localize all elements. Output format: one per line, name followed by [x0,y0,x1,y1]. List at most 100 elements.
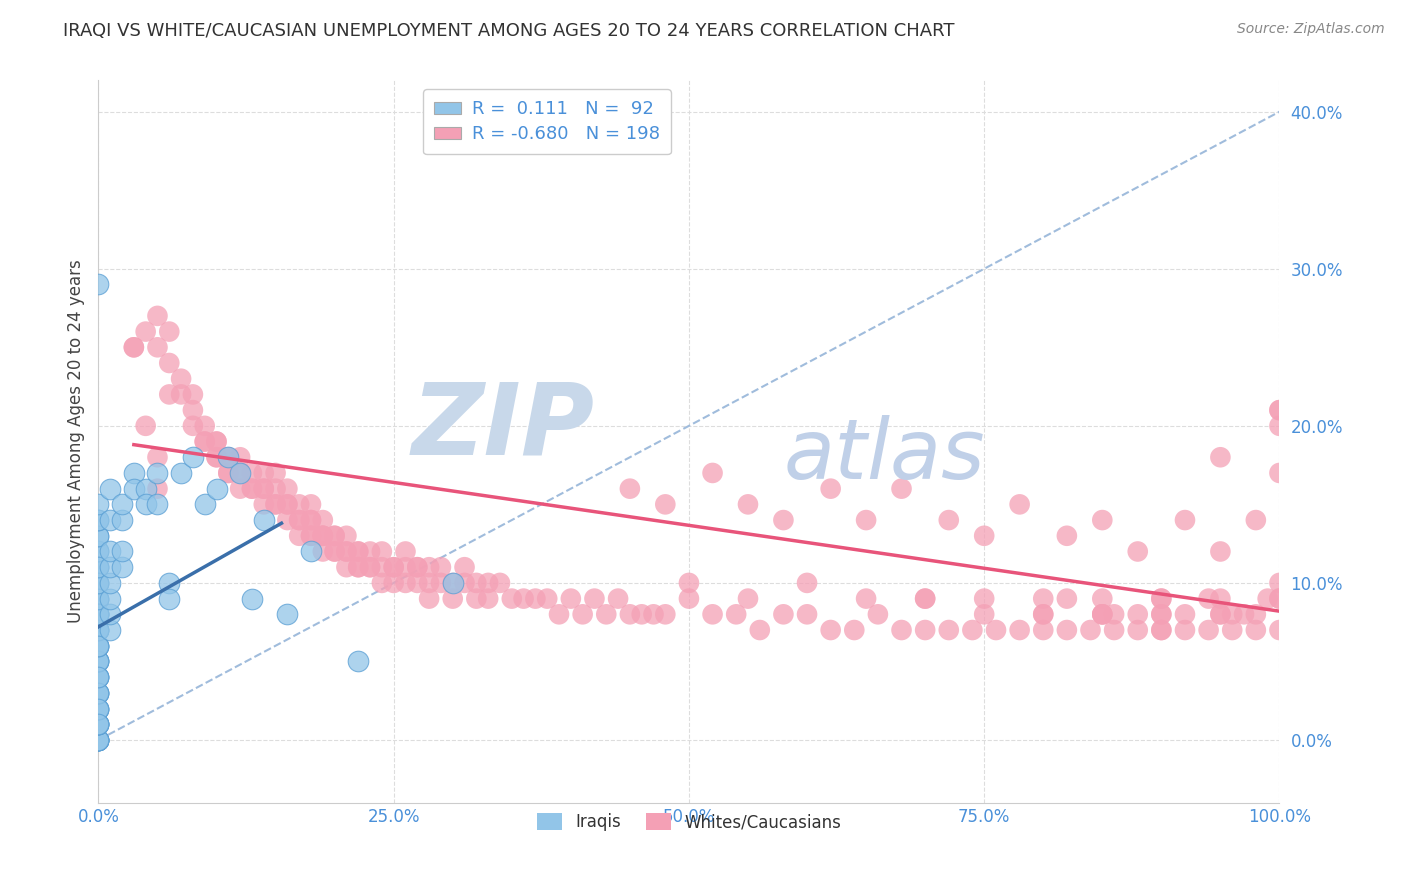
Point [583,591,606,606]
Point [465,591,488,606]
Point [217,466,239,480]
Point [524,591,547,606]
Point [87,560,110,574]
Point [1174,623,1197,637]
Point [205,434,228,449]
Point [1091,513,1114,527]
Point [1032,623,1054,637]
Point [1257,591,1279,606]
Point [157,575,180,590]
Point [87,544,110,558]
Point [477,591,499,606]
Point [394,575,416,590]
Point [87,277,110,292]
Point [382,560,405,574]
Point [87,607,110,622]
Point [347,560,370,574]
Point [1056,529,1078,543]
Point [335,529,357,543]
Point [276,607,298,622]
Point [181,403,204,417]
Point [181,418,204,433]
Point [855,513,877,527]
Point [98,575,121,590]
Point [1209,607,1232,622]
Point [87,544,110,558]
Point [382,560,405,574]
Point [607,591,630,606]
Point [323,529,346,543]
Point [1268,403,1291,417]
Point [1198,591,1220,606]
Point [347,655,370,669]
Point [1126,544,1149,558]
Point [619,482,641,496]
Point [87,717,110,731]
Point [1268,466,1291,480]
Point [87,701,110,715]
Point [253,466,276,480]
Point [87,591,110,606]
Point [181,450,204,465]
Point [560,591,582,606]
Point [347,544,370,558]
Point [725,607,748,622]
Point [855,591,877,606]
Point [1268,418,1291,433]
Point [359,544,381,558]
Point [323,544,346,558]
Point [87,733,110,747]
Point [335,544,357,558]
Point [938,623,960,637]
Point [430,575,453,590]
Point [87,686,110,700]
Point [1268,591,1291,606]
Point [87,607,110,622]
Point [98,591,121,606]
Point [87,670,110,684]
Point [796,607,818,622]
Point [1209,450,1232,465]
Point [299,529,322,543]
Point [87,655,110,669]
Point [87,655,110,669]
Point [205,434,228,449]
Point [299,497,322,511]
Point [1174,607,1197,622]
Point [87,639,110,653]
Point [619,607,641,622]
Point [146,466,169,480]
Point [1102,623,1125,637]
Point [359,560,381,574]
Point [748,623,770,637]
Point [253,482,276,496]
Point [973,591,995,606]
Point [217,450,239,465]
Point [1233,607,1256,622]
Point [146,309,169,323]
Point [276,513,298,527]
Point [299,544,322,558]
Point [1198,623,1220,637]
Point [98,513,121,527]
Point [394,560,416,574]
Point [418,560,440,574]
Point [1056,591,1078,606]
Point [87,623,110,637]
Point [477,575,499,590]
Point [1150,607,1173,622]
Text: atlas: atlas [783,416,986,497]
Point [1268,623,1291,637]
Point [288,497,311,511]
Point [87,497,110,511]
Point [418,591,440,606]
Point [1268,591,1291,606]
Point [1091,607,1114,622]
Point [1091,607,1114,622]
Point [111,560,134,574]
Point [87,717,110,731]
Point [1244,607,1267,622]
Legend: Iraqis, Whites/Caucasians: Iraqis, Whites/Caucasians [530,806,848,838]
Point [1244,623,1267,637]
Point [87,733,110,747]
